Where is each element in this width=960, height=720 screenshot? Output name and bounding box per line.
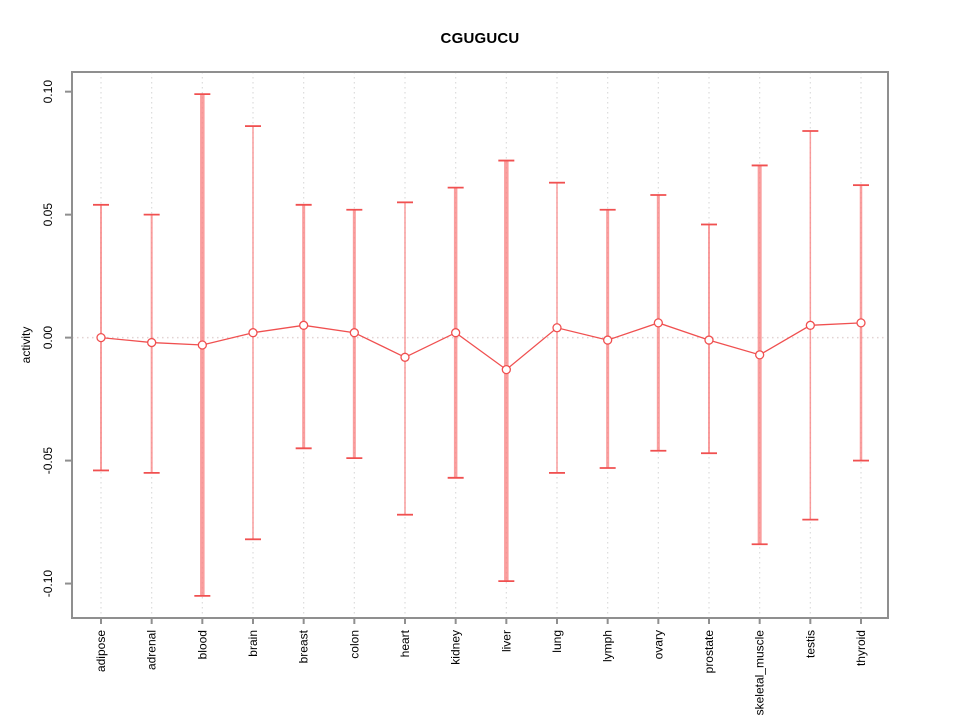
x-category-label: ovary bbox=[651, 630, 665, 659]
data-point-marker bbox=[96, 332, 106, 343]
x-category-label: adrenal bbox=[145, 630, 159, 670]
x-category-label: breast bbox=[297, 629, 311, 663]
x-category-label: kidney bbox=[449, 630, 463, 665]
y-tick-label: 0.10 bbox=[41, 80, 55, 104]
x-category-label: lung bbox=[550, 630, 564, 653]
data-point-marker bbox=[856, 318, 866, 328]
x-category-label: prostate bbox=[702, 630, 716, 674]
x-category-label: heart bbox=[398, 629, 412, 657]
data-point-marker bbox=[653, 318, 663, 328]
data-point-marker bbox=[197, 340, 207, 350]
data-point-marker bbox=[147, 337, 157, 348]
x-category-label: brain bbox=[246, 630, 260, 657]
x-category-label: liver bbox=[499, 630, 513, 652]
data-point-marker bbox=[501, 364, 511, 375]
x-category-label: thyroid bbox=[854, 630, 868, 666]
x-category-label: lymph bbox=[601, 630, 615, 662]
data-point-marker bbox=[299, 320, 309, 330]
y-tick-label: 0.00 bbox=[41, 326, 55, 350]
data-point-marker bbox=[552, 323, 562, 333]
data-point-marker bbox=[349, 328, 359, 338]
y-tick-label: -0.10 bbox=[41, 570, 55, 598]
data-point-marker bbox=[248, 328, 258, 338]
data-point-marker bbox=[451, 328, 461, 338]
x-category-label: blood bbox=[195, 630, 209, 659]
y-tick-label: 0.05 bbox=[41, 203, 55, 227]
data-point-marker bbox=[400, 352, 410, 362]
x-category-label: adipose bbox=[94, 630, 108, 672]
x-category-label: testis bbox=[803, 630, 817, 658]
plot-border bbox=[71, 71, 889, 619]
data-point-marker bbox=[805, 320, 815, 330]
chart-title: CGUGUCU bbox=[440, 30, 520, 47]
x-category-label: skeletal_muscle bbox=[753, 630, 767, 716]
series-line bbox=[100, 322, 862, 371]
y-tick-label: -0.05 bbox=[41, 447, 55, 475]
data-point-marker bbox=[603, 335, 613, 345]
data-point-marker bbox=[755, 350, 765, 360]
x-category-label: colon bbox=[347, 630, 361, 659]
data-point-marker bbox=[704, 335, 714, 345]
